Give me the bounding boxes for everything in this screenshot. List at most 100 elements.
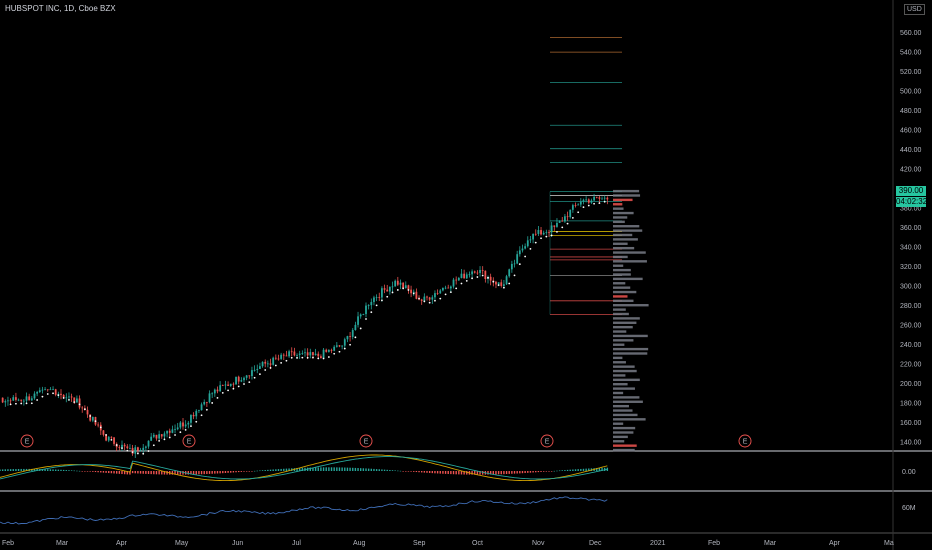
candle-body [150, 436, 153, 441]
candle-body [102, 430, 105, 435]
trailing-stop-dot [15, 402, 17, 405]
time-tick-label: Jul [292, 540, 301, 547]
candle-body [473, 271, 476, 273]
candle-body [601, 198, 603, 200]
trailing-stop-dots [9, 200, 606, 455]
volume-profile-bar [613, 198, 633, 202]
volume-profile-bar [613, 260, 647, 263]
candle-body [548, 232, 550, 233]
time-tick-label: Dec [589, 540, 602, 547]
macd-histogram-bar [572, 469, 574, 471]
trailing-stop-dot [237, 385, 240, 388]
candle-body [256, 368, 259, 370]
candle-body [569, 209, 572, 218]
candle-body [412, 291, 415, 294]
candle-body [57, 393, 60, 395]
volume-profile-bar [613, 339, 634, 342]
trailing-stop-dot [89, 415, 92, 417]
macd-histogram-bar [12, 469, 14, 471]
volume-profile-bar [613, 426, 636, 430]
volume-pane [0, 496, 608, 525]
currency-label[interactable]: USD [904, 4, 925, 15]
candle-body [46, 389, 49, 391]
macd-histogram-bar [495, 471, 497, 475]
macd-histogram-bar [52, 469, 54, 471]
macd-histogram-bar [203, 471, 205, 475]
earnings-marker [540, 434, 554, 448]
macd-histogram-bar [1, 469, 4, 471]
trailing-stop-dot [465, 279, 468, 282]
macd-histogram-bar [208, 471, 211, 474]
macd-histogram-bar [115, 471, 118, 474]
candle-body [436, 293, 439, 294]
trailing-stop-dot [152, 444, 155, 447]
candle-body [110, 436, 113, 438]
trailing-stop-dot [434, 299, 436, 302]
earnings-marker-label: E [545, 439, 550, 446]
macd-histogram-bar [92, 471, 94, 472]
candle-body [463, 273, 466, 279]
macd-line [0, 454, 608, 482]
candle-body [529, 239, 532, 241]
macd-histogram-bar [54, 469, 57, 471]
macd-histogram-bar [513, 471, 516, 474]
candle-body [235, 376, 237, 385]
macd-histogram-bar [527, 471, 529, 473]
macd-histogram-bar [415, 471, 418, 473]
price-tick-label: 240.00 [900, 342, 922, 349]
trailing-stop-dot [577, 211, 580, 214]
macd-histogram-bar [113, 471, 115, 474]
trailing-stop-dot [412, 292, 415, 295]
trailing-stop-dot [327, 356, 330, 358]
macd-histogram-bar [452, 471, 455, 475]
price-tick-label: 340.00 [900, 245, 922, 252]
candle-body [171, 429, 174, 433]
macd-histogram-bar [81, 471, 83, 472]
trailing-stop-dot [78, 403, 81, 406]
candle-body [86, 409, 89, 415]
candle-body [147, 440, 150, 447]
earnings-marker-label: E [743, 439, 748, 446]
volume-profile-bar [613, 290, 637, 294]
candle-body [52, 389, 54, 391]
time-tick-label: Nov [532, 540, 545, 547]
candle-body [542, 232, 545, 235]
macd-histogram-bar [283, 468, 285, 471]
candle-body [606, 197, 609, 200]
macd-histogram-bar [386, 469, 388, 471]
trailing-stop-dot [381, 299, 383, 302]
candle-body [524, 246, 527, 249]
candle-body [176, 427, 179, 430]
macd-histogram-bar [15, 469, 17, 471]
macd-histogram-bar [166, 471, 168, 475]
candle-body [553, 225, 556, 227]
volume-profile-bar [613, 334, 648, 338]
candle-body [184, 424, 187, 427]
candle-body [219, 385, 222, 392]
macd-histogram-bar [381, 469, 383, 471]
macd-histogram-bar [275, 469, 277, 471]
macd-histogram-bar [259, 470, 261, 472]
candle-body [306, 352, 309, 356]
macd-histogram-bar [60, 469, 62, 471]
candle-body [288, 351, 290, 357]
macd-histogram-bar [596, 468, 598, 471]
macd-histogram-bar [413, 471, 415, 472]
macd-histogram-bar [47, 469, 49, 471]
trailing-stop-dot [317, 357, 320, 360]
candle-body [574, 205, 577, 206]
trailing-stop-dot [561, 226, 564, 229]
countdown-tag: 04:02:32 [896, 197, 928, 207]
macd-histogram-bar [444, 471, 447, 474]
macd-histogram-bar [394, 470, 396, 472]
macd-axis-label: 0.00 [902, 469, 916, 476]
candle-body [320, 356, 322, 358]
macd-histogram-bar [174, 471, 176, 475]
macd-histogram-bar [261, 470, 264, 471]
time-tick-label: Sep [413, 540, 426, 547]
macd-histogram-bar [142, 471, 144, 474]
trailing-stop-dot [221, 391, 224, 394]
macd-histogram-bar [606, 467, 609, 471]
trailing-stop-dot [57, 394, 60, 397]
